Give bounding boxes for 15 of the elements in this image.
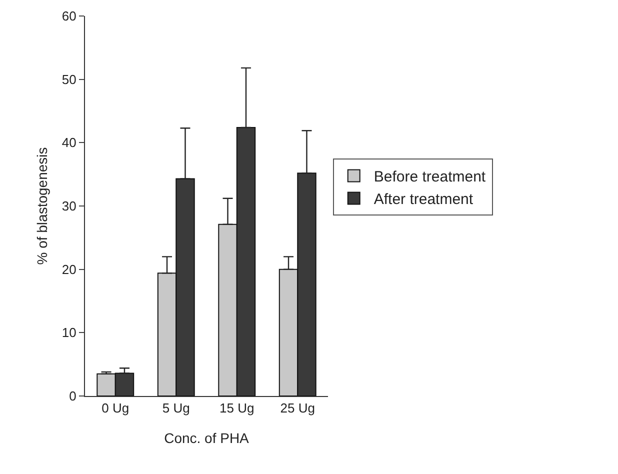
y-axis-title: % of blastogenesis xyxy=(34,147,50,265)
x-tick-label: 5 Ug xyxy=(162,400,190,416)
y-tick-label: 30 xyxy=(62,198,76,214)
legend-label: Before treatment xyxy=(374,168,486,186)
y-tick-label: 50 xyxy=(62,72,76,87)
x-axis-title: Conc. of PHA xyxy=(164,430,250,446)
x-tick-label: 15 Ug xyxy=(220,400,254,416)
y-tick-label: 60 xyxy=(62,8,76,24)
y-tick-label: 10 xyxy=(62,325,76,340)
legend-label: After treatment xyxy=(374,191,474,208)
x-tick-label: 25 Ug xyxy=(280,400,315,416)
y-tick-label: 20 xyxy=(62,262,76,277)
y-tick-label: 40 xyxy=(62,135,76,150)
x-tick-label: 0 Ug xyxy=(102,400,130,416)
y-tick-label: 0 xyxy=(69,388,76,404)
